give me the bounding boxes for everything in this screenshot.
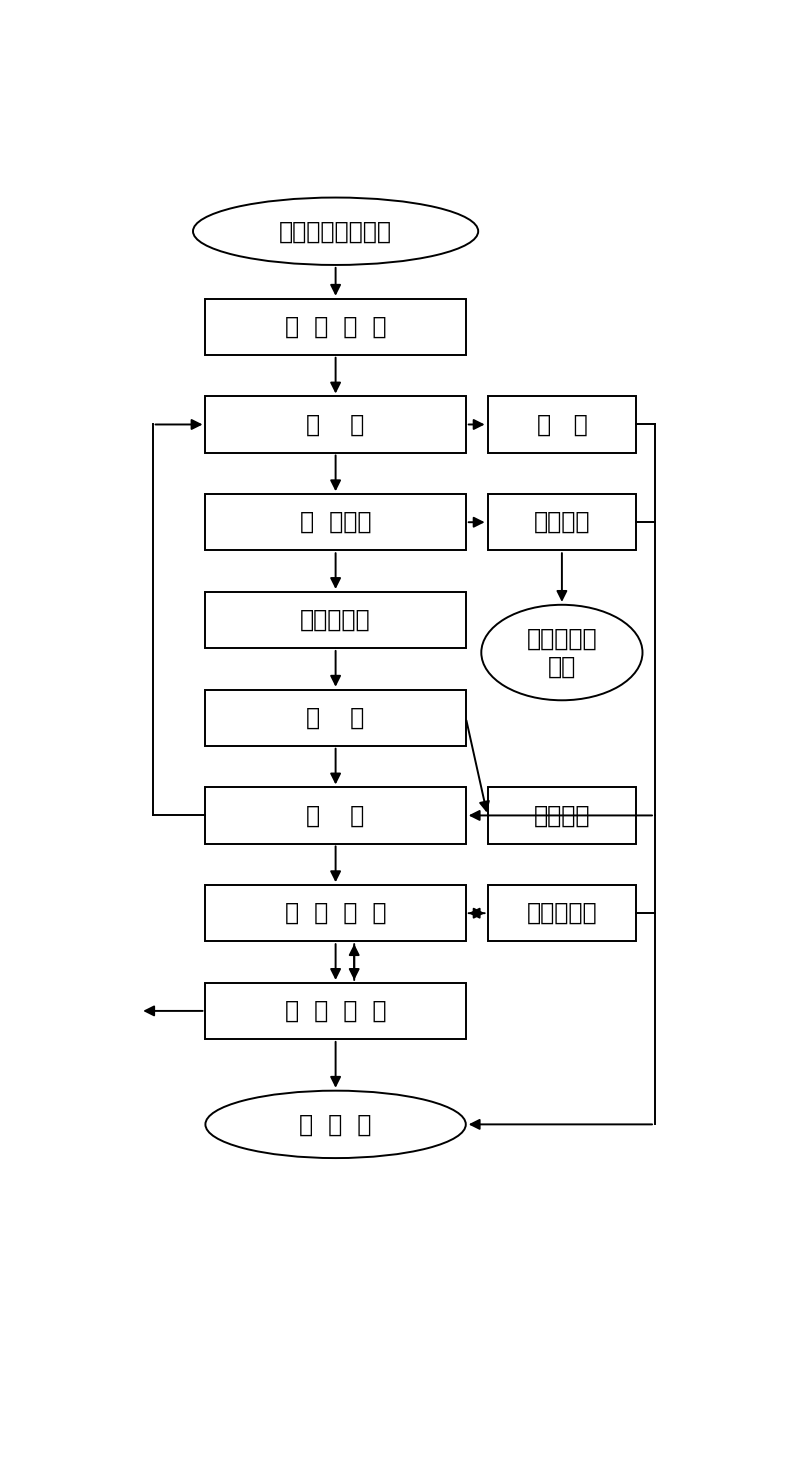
FancyBboxPatch shape (487, 397, 636, 452)
Ellipse shape (482, 605, 642, 700)
Ellipse shape (206, 1091, 466, 1158)
Text: 洗    烧: 洗 烧 (306, 413, 365, 436)
Text: 二氧化碳气: 二氧化碳气 (526, 902, 598, 925)
Text: 压  滴  过  滤: 压 滴 过 滤 (285, 999, 386, 1023)
Text: 收集母液: 收集母液 (534, 511, 590, 534)
FancyBboxPatch shape (206, 788, 466, 843)
Ellipse shape (193, 197, 478, 266)
Text: 打  包  入  库: 打 包 入 库 (285, 315, 386, 338)
Text: 洗   水: 洗 水 (537, 413, 587, 436)
FancyBboxPatch shape (487, 886, 636, 941)
FancyBboxPatch shape (206, 690, 466, 746)
Text: 碳酸气循环
利用: 碳酸气循环 利用 (526, 626, 598, 678)
Text: 洗  涤分离: 洗 涤分离 (300, 511, 371, 534)
FancyBboxPatch shape (487, 788, 636, 843)
Text: 洗    涤: 洗 涤 (306, 706, 365, 730)
Text: 深度碳酸化: 深度碳酸化 (300, 608, 371, 632)
Text: 加  深  碳  化: 加 深 碳 化 (285, 902, 386, 925)
Text: 硷  洗  起: 硷 洗 起 (299, 1112, 372, 1137)
FancyBboxPatch shape (206, 886, 466, 941)
Text: 电池级碳酸锦产品: 电池级碳酸锦产品 (279, 219, 392, 244)
Text: 碳酸化液: 碳酸化液 (534, 804, 590, 827)
FancyBboxPatch shape (206, 397, 466, 452)
FancyBboxPatch shape (206, 592, 466, 648)
FancyBboxPatch shape (206, 983, 466, 1039)
FancyBboxPatch shape (487, 495, 636, 550)
FancyBboxPatch shape (206, 299, 466, 355)
Text: 过    滤: 过 滤 (306, 804, 365, 827)
FancyBboxPatch shape (206, 495, 466, 550)
